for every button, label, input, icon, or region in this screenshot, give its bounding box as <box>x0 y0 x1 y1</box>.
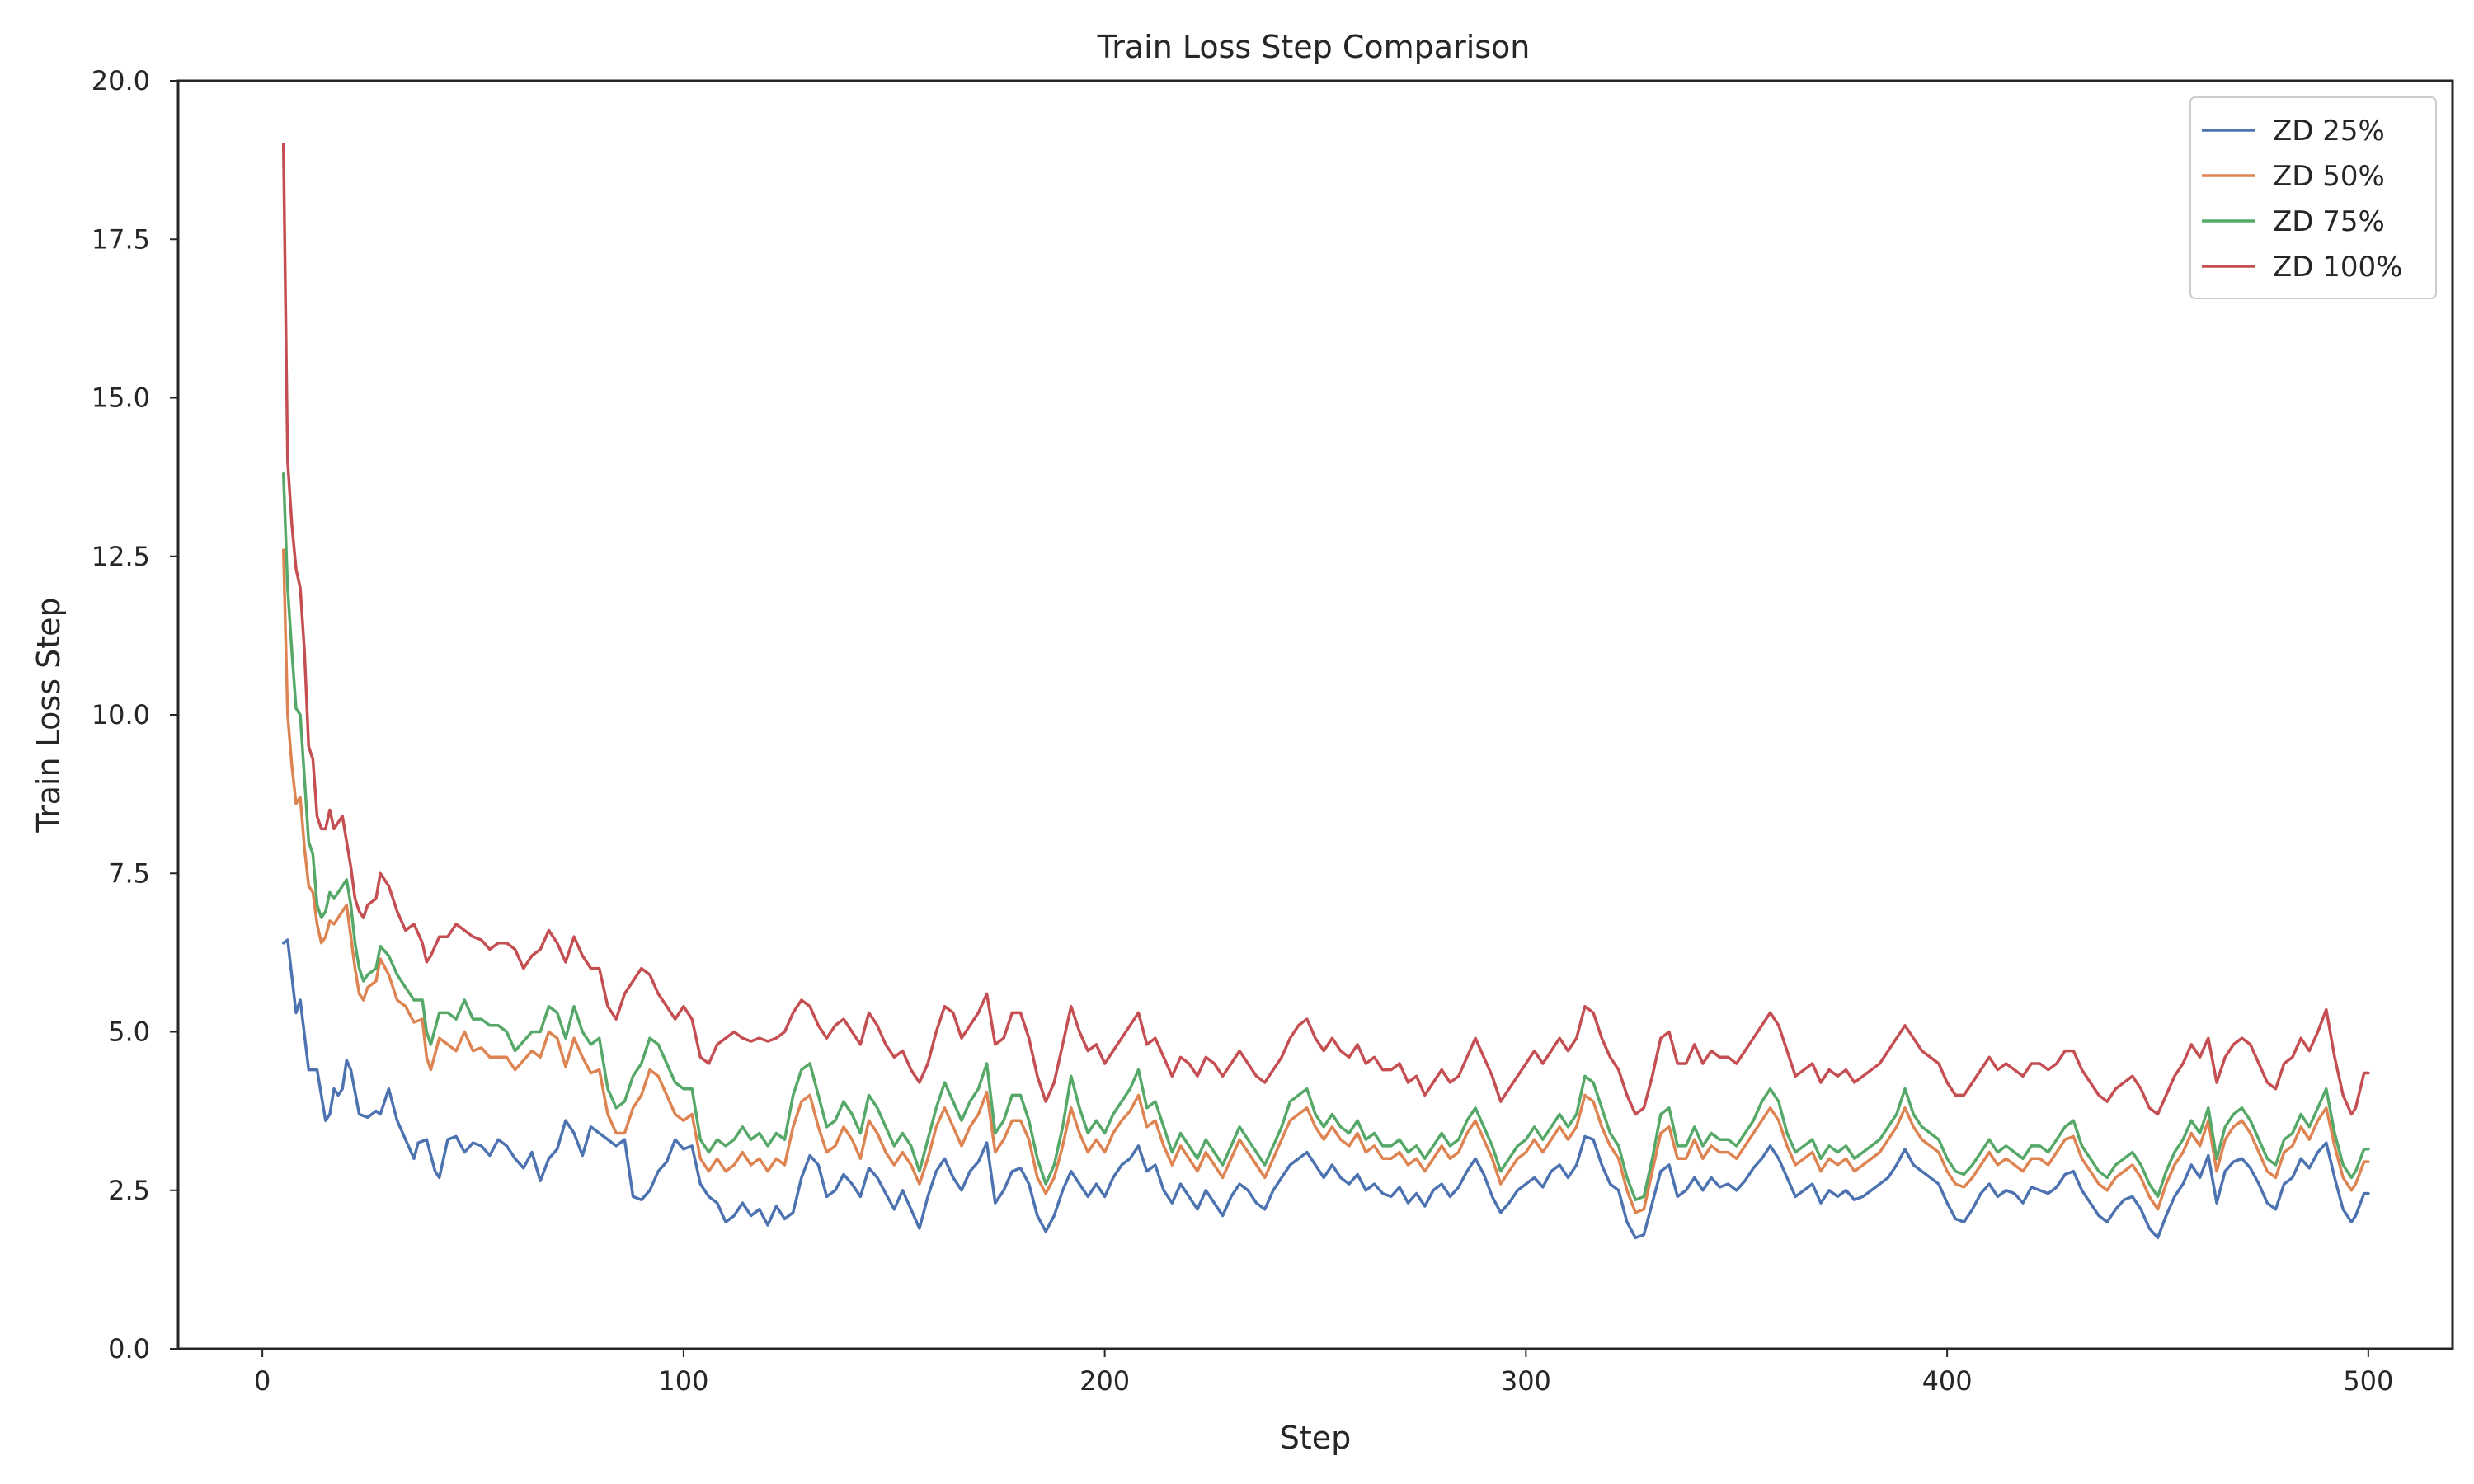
y-tick-label: 2.5 <box>108 1175 150 1206</box>
chart-title: Train Loss Step Comparison <box>1097 29 1531 65</box>
y-axis-ticks: 0.0 2.5 5.0 7.5 10.0 12.5 15.0 17.5 20.0 <box>92 65 178 1364</box>
series-line-1 <box>281 938 2370 1240</box>
legend-label: ZD 100% <box>2273 251 2402 284</box>
series-group <box>281 143 2370 1240</box>
legend-label: ZD 50% <box>2273 160 2385 193</box>
y-tick-label: 20.0 <box>92 65 150 96</box>
legend-label: ZD 75% <box>2273 205 2385 238</box>
series-line-3 <box>281 472 2370 1202</box>
x-tick-label: 300 <box>1501 1365 1551 1397</box>
y-tick-label: 15.0 <box>92 383 150 414</box>
y-tick-label: 17.5 <box>92 223 150 255</box>
y-axis-title: Train Loss Step <box>31 597 67 833</box>
x-tick-label: 400 <box>1922 1365 1973 1397</box>
x-tick-label: 500 <box>2343 1365 2393 1397</box>
x-tick-label: 100 <box>658 1365 708 1397</box>
y-tick-label: 10.0 <box>92 699 150 730</box>
x-axis-ticks: 0 100 200 300 400 500 <box>254 1349 2393 1397</box>
legend-box <box>2189 96 2437 299</box>
x-tick-label: 0 <box>254 1365 270 1397</box>
legend: ZD 25% ZD 50% ZD 75% ZD 100% <box>2189 96 2437 299</box>
x-axis-title: Step <box>1280 1420 1352 1456</box>
legend-label: ZD 25% <box>2273 115 2385 148</box>
series-line-2 <box>281 548 2370 1214</box>
y-tick-label: 0.0 <box>108 1333 150 1364</box>
y-tick-label: 12.5 <box>92 541 150 572</box>
y-tick-label: 7.5 <box>108 857 150 889</box>
y-tick-label: 5.0 <box>108 1017 150 1048</box>
series-line-4 <box>281 143 2370 1116</box>
x-tick-label: 200 <box>1079 1365 1130 1397</box>
